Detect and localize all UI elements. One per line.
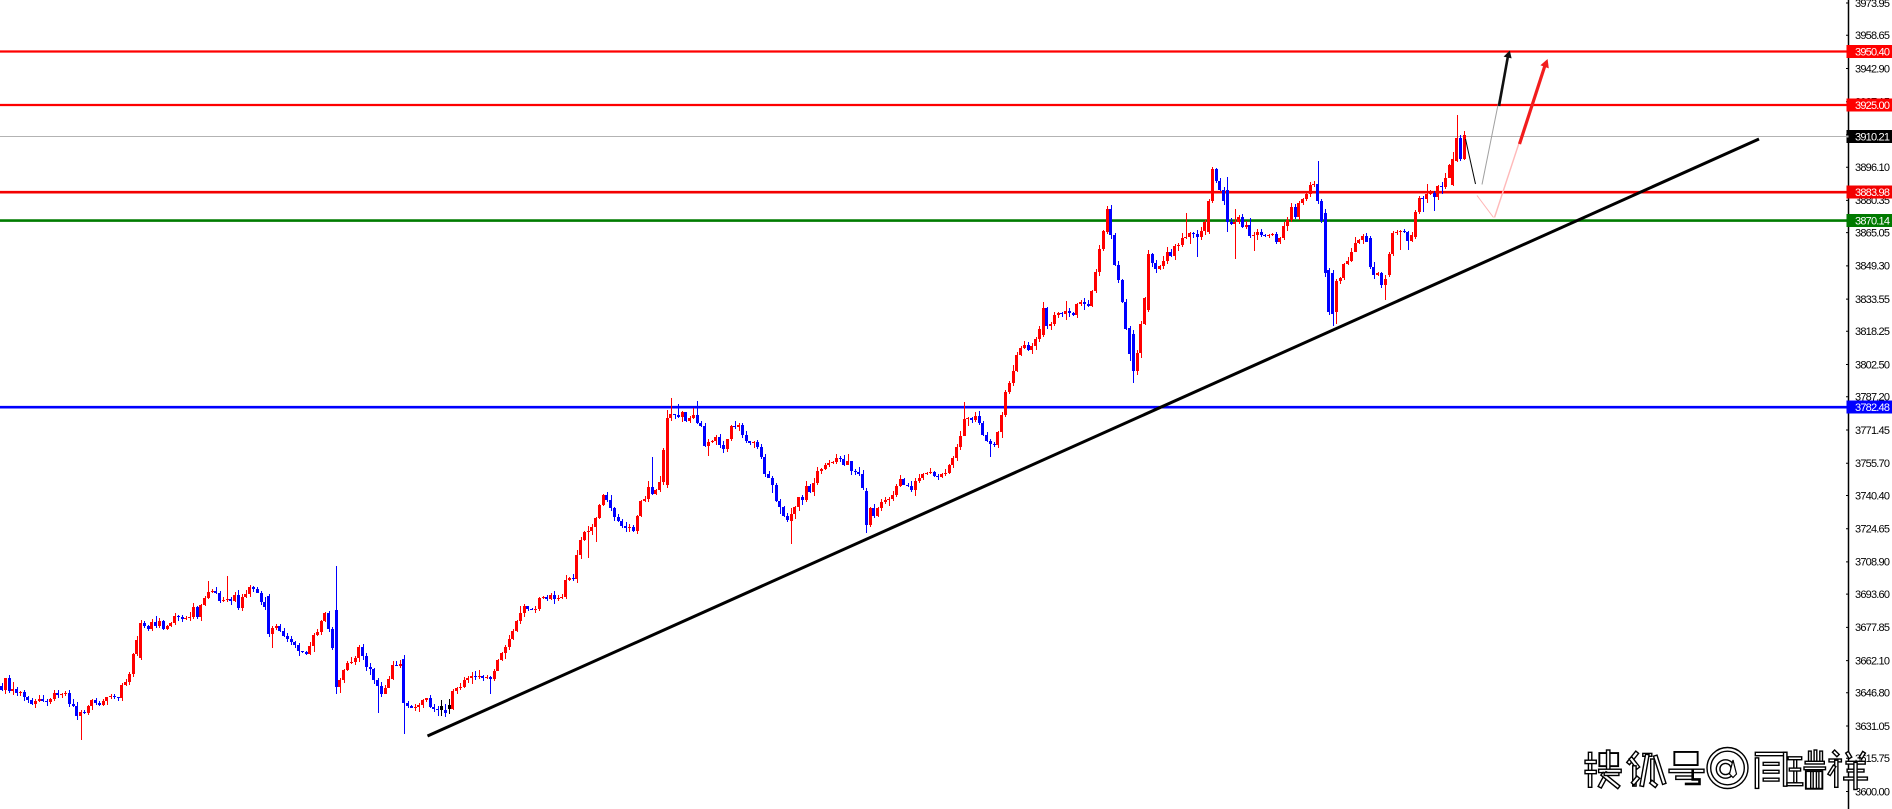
svg-text:3771.45: 3771.45 <box>1855 425 1890 437</box>
svg-text:3646.80: 3646.80 <box>1855 688 1890 700</box>
svg-text:3662.10: 3662.10 <box>1855 655 1890 667</box>
svg-text:3818.25: 3818.25 <box>1855 326 1890 338</box>
svg-text:3883.98: 3883.98 <box>1855 187 1890 199</box>
svg-text:3925.00: 3925.00 <box>1855 100 1890 112</box>
svg-text:3973.95: 3973.95 <box>1855 0 1890 10</box>
svg-text:3724.65: 3724.65 <box>1855 524 1890 536</box>
svg-text:3910.21: 3910.21 <box>1855 132 1890 144</box>
svg-text:3802.50: 3802.50 <box>1855 359 1890 371</box>
svg-text:3708.90: 3708.90 <box>1855 557 1890 569</box>
svg-text:3942.90: 3942.90 <box>1855 63 1890 75</box>
svg-text:3896.10: 3896.10 <box>1855 162 1890 174</box>
svg-text:3833.55: 3833.55 <box>1855 294 1890 306</box>
svg-text:3740.40: 3740.40 <box>1855 490 1890 502</box>
svg-text:3865.05: 3865.05 <box>1855 227 1890 239</box>
svg-text:3849.30: 3849.30 <box>1855 261 1890 273</box>
svg-text:3958.65: 3958.65 <box>1855 30 1890 42</box>
svg-text:3693.60: 3693.60 <box>1855 589 1890 601</box>
svg-text:3755.70: 3755.70 <box>1855 458 1890 470</box>
svg-text:3870.14: 3870.14 <box>1855 216 1890 228</box>
svg-text:3950.40: 3950.40 <box>1855 47 1890 59</box>
svg-text:3782.48: 3782.48 <box>1855 402 1890 414</box>
svg-text:3677.85: 3677.85 <box>1855 622 1890 634</box>
svg-text:3600.00: 3600.00 <box>1855 786 1890 798</box>
svg-text:3631.05: 3631.05 <box>1855 721 1890 733</box>
